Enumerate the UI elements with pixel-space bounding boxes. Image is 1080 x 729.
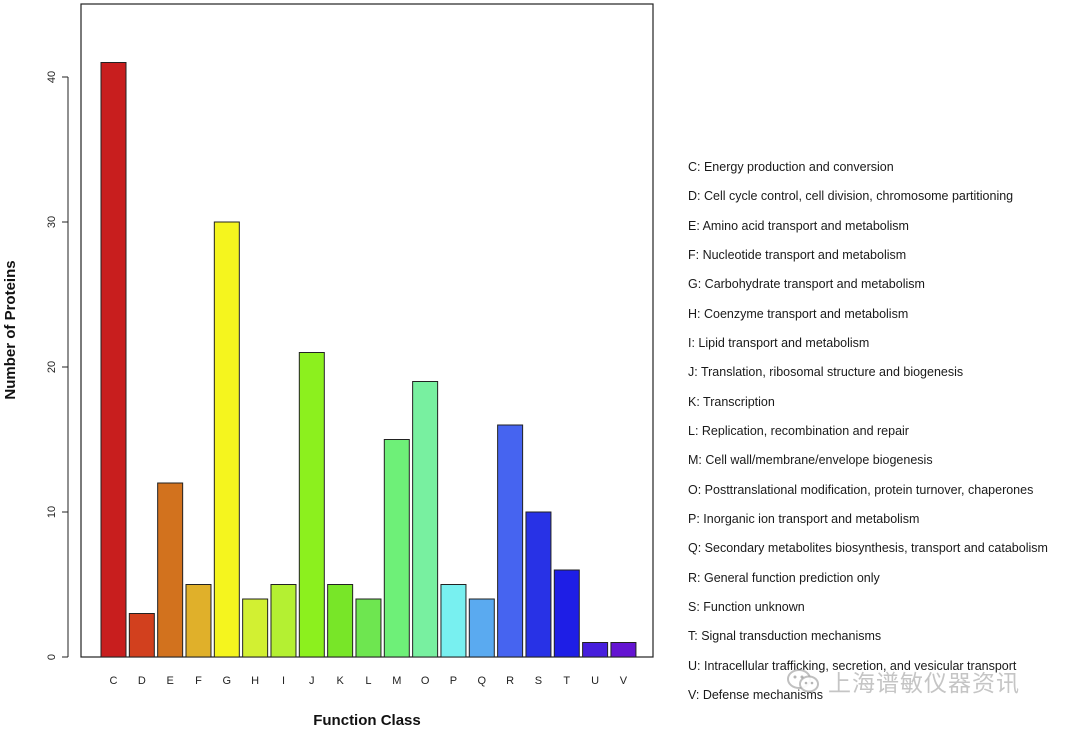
y-axis: 0 10 20 30 40	[46, 71, 69, 660]
bar-h	[242, 598, 269, 658]
x-tick-label-l: L	[365, 675, 371, 687]
x-tick-label-j: J	[309, 675, 315, 687]
x-tick-label-u: U	[591, 675, 599, 687]
bar-t	[553, 569, 580, 658]
bar-p	[440, 584, 467, 658]
x-tick-label-c: C	[110, 675, 118, 687]
x-tick-label-i: I	[282, 675, 285, 687]
legend-item: K: Transcription	[688, 394, 775, 409]
legend: C: Energy production and conversion D: Ce…	[688, 157, 1048, 714]
bar-e	[157, 482, 184, 658]
legend-item: V: Defense mechanisms	[688, 687, 824, 702]
y-tick-label: 10	[46, 506, 58, 518]
watermark: 上海谱敏仪器资讯	[786, 664, 1020, 698]
legend-item: O: Posttranslational modification, prote…	[688, 482, 1034, 497]
bar-c	[100, 62, 127, 658]
x-tick-label-m: M	[392, 675, 401, 687]
legend-item: J: Translation, ribosomal structure and …	[688, 365, 964, 380]
y-tick-label: 30	[46, 216, 58, 228]
x-tick-label-r: R	[506, 675, 514, 687]
bar-i	[270, 584, 297, 658]
x-tick-label-v: V	[620, 675, 628, 687]
bar-m	[383, 439, 410, 658]
bar-s	[525, 511, 552, 658]
legend-item: L: Replication, recombination and repair	[688, 423, 909, 438]
legend-item: M: Cell wall/membrane/envelope biogenesi…	[688, 453, 933, 468]
bar-l	[355, 598, 382, 658]
y-tick-label: 20	[46, 361, 58, 373]
watermark-text: 上海谱敏仪器资讯	[828, 670, 1020, 696]
legend-item: T: Signal transduction mechanisms	[688, 629, 882, 644]
y-tick-label: 40	[46, 71, 58, 83]
bar-j	[298, 352, 325, 658]
bar-r	[497, 424, 524, 658]
legend-item: D: Cell cycle control, cell division, ch…	[688, 189, 1014, 204]
bar-d	[128, 613, 155, 658]
bar-q	[468, 598, 495, 658]
legend-item: P: Inorganic ion transport and metabolis…	[688, 511, 920, 526]
legend-item: R: General function prediction only	[688, 570, 880, 585]
wechat-icon	[787, 669, 819, 693]
bar-k	[327, 584, 354, 658]
y-tick-label: 0	[46, 654, 58, 660]
x-tick-label-h: H	[251, 675, 259, 687]
bar-v	[610, 642, 637, 658]
bar-u	[582, 642, 609, 658]
legend-item: Q: Secondary metabolites biosynthesis, t…	[688, 541, 1048, 556]
x-tick-label-o: O	[421, 675, 430, 687]
legend-item: C: Energy production and conversion	[688, 160, 894, 174]
x-tick-label-k: K	[336, 675, 344, 687]
x-axis-label: Function Class	[313, 712, 421, 729]
x-tick-label-q: Q	[478, 675, 487, 687]
legend-item: I: Lipid transport and metabolism	[688, 335, 870, 350]
bar-f	[185, 584, 212, 658]
x-tick-label-t: T	[563, 675, 570, 687]
x-tick-label-e: E	[166, 675, 173, 687]
bar-g	[213, 221, 240, 658]
x-tick-label-g: G	[223, 675, 232, 687]
x-tick-label-s: S	[535, 675, 542, 687]
x-tick-label-p: P	[450, 675, 457, 687]
legend-item: F: Nucleotide transport and metabolism	[688, 247, 907, 262]
legend-item: U: Intracellular trafficking, secretion,…	[688, 658, 1017, 673]
y-axis-label: Number of Proteins	[2, 260, 19, 399]
x-tick-label-f: F	[195, 675, 202, 687]
legend-item: G: Carbohydrate transport and metabolism	[688, 277, 925, 292]
x-tick-label-d: D	[138, 675, 146, 687]
bar-o	[412, 381, 439, 658]
legend-item: S: Function unknown	[688, 599, 805, 614]
bars-group	[100, 62, 637, 658]
legend-item: E: Amino acid transport and metabolism	[688, 218, 909, 233]
legend-item: H: Coenzyme transport and metabolism	[688, 306, 909, 321]
